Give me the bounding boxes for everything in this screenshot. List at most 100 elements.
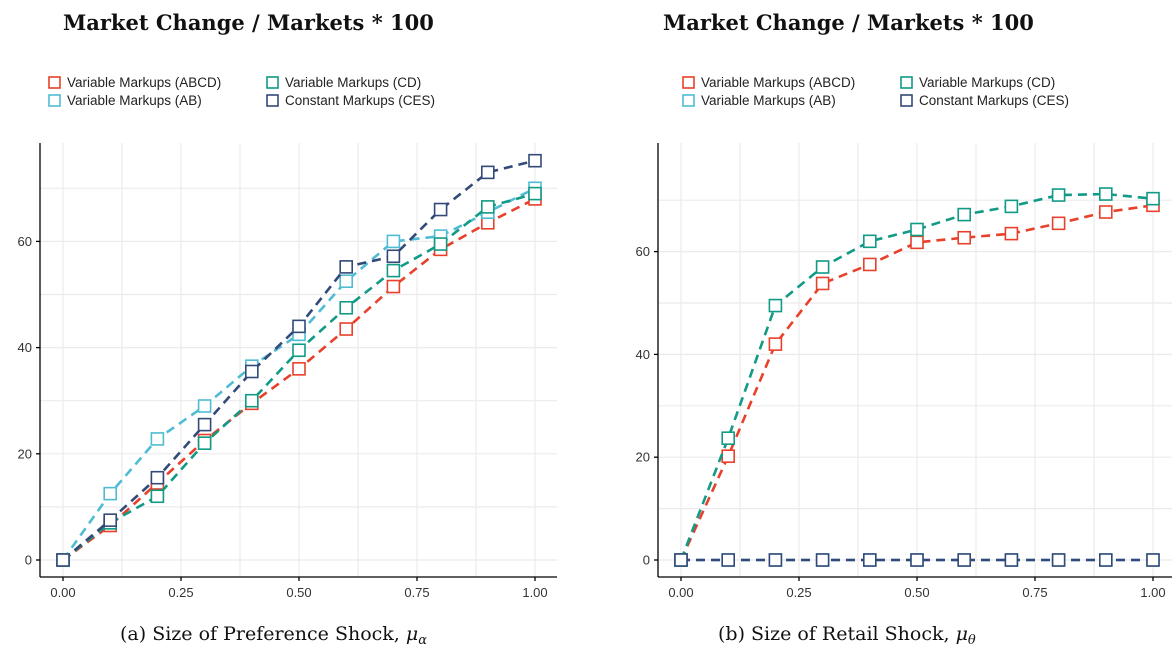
panel-caption: (a) Size of Preference Shock, μα [120, 623, 427, 648]
data-point [339, 322, 354, 336]
data-point [150, 470, 165, 485]
x-tick-label: 0.25 [786, 585, 811, 600]
legend-key [682, 94, 695, 107]
data-point [150, 432, 165, 446]
chart-title: Market Change / Markets * 100 [663, 10, 1034, 35]
legend-label: Variable Markups (CD) [919, 75, 1055, 90]
data-point [910, 235, 924, 250]
data-point [386, 279, 401, 294]
chart-title: Market Change / Markets * 100 [63, 10, 434, 35]
panel-caption: (b) Size of Retail Shock, μθ [718, 623, 976, 648]
data-point [103, 486, 117, 501]
x-tick-label: 0.00 [50, 585, 75, 600]
data-point [197, 399, 212, 413]
data-point [1051, 216, 1066, 231]
data-point [386, 234, 401, 249]
legend-key [48, 94, 61, 107]
data-point [245, 393, 259, 408]
data-point [910, 553, 924, 567]
data-point [1051, 188, 1066, 202]
data-point [768, 553, 783, 567]
legend-key [48, 76, 61, 89]
x-tick-label: 0.75 [1022, 585, 1047, 600]
data-point [528, 186, 542, 201]
x-tick-label: 0.25 [168, 585, 193, 600]
data-point [721, 449, 736, 463]
y-tick-label: 20 [636, 450, 650, 465]
y-tick-label: 40 [636, 347, 650, 362]
data-point [862, 234, 877, 249]
legend-label: Variable Markups (AB) [701, 93, 836, 108]
x-tick-label: 0.75 [404, 585, 429, 600]
data-point [862, 553, 877, 567]
y-tick-label: 20 [18, 446, 32, 461]
data-point [56, 553, 70, 567]
x-tick-label: 0.00 [668, 585, 693, 600]
x-tick-label: 0.50 [904, 585, 929, 600]
data-point [339, 260, 354, 274]
data-point [768, 337, 783, 351]
data-point [292, 319, 306, 334]
y-tick-label: 0 [25, 553, 32, 568]
data-point [292, 343, 306, 358]
data-point [910, 222, 924, 237]
data-point [957, 553, 972, 567]
legend-key [900, 76, 913, 89]
legend-label: Variable Markups (ABCD) [67, 75, 221, 90]
x-tick-label: 1.00 [522, 585, 547, 600]
data-point [339, 300, 354, 315]
data-point [721, 553, 736, 567]
x-tick-label: 1.00 [1140, 585, 1165, 600]
data-point [292, 362, 306, 376]
legend-label: Variable Markups (ABCD) [701, 75, 855, 90]
data-point [1099, 553, 1113, 567]
data-point [768, 298, 783, 313]
data-point [1051, 553, 1066, 567]
y-tick-label: 0 [643, 553, 650, 568]
y-tick-label: 60 [18, 234, 32, 249]
legend-label: Constant Markups (CES) [285, 93, 435, 108]
data-point [386, 249, 401, 264]
data-point [1004, 199, 1019, 214]
data-point [1146, 191, 1160, 206]
series-line [679, 204, 1154, 561]
data-point [1004, 226, 1019, 241]
x-tick-label: 0.50 [286, 585, 311, 600]
data-point [150, 489, 165, 504]
data-point [721, 431, 736, 445]
data-point [815, 276, 830, 291]
y-tick-label: 40 [18, 340, 32, 355]
data-point [433, 202, 448, 217]
data-point [957, 230, 972, 245]
data-point [433, 237, 448, 251]
data-point [815, 553, 830, 567]
legend-key [266, 76, 279, 89]
legend-key [682, 76, 695, 89]
data-point [862, 257, 877, 272]
legend-label: Variable Markups (CD) [285, 75, 421, 90]
data-point [1099, 187, 1113, 201]
y-tick-label: 60 [636, 244, 650, 259]
data-point [674, 553, 688, 567]
panel-a: Market Change / Markets * 100 Variable Ma… [18, 10, 557, 648]
legend-key [266, 94, 279, 107]
series-line [61, 187, 536, 561]
data-point [1004, 553, 1019, 567]
data-point [528, 153, 542, 168]
data-point [197, 436, 212, 450]
data-point [103, 513, 117, 527]
data-point [386, 263, 401, 278]
data-point [197, 417, 212, 432]
data-point [957, 207, 972, 222]
data-point [1146, 553, 1160, 567]
data-point [339, 274, 354, 289]
data-point [480, 200, 495, 214]
data-point [1099, 205, 1113, 219]
data-point [245, 364, 259, 379]
panel-b: Market Change / Markets * 100 Variable Ma… [636, 10, 1172, 648]
data-point [815, 260, 830, 274]
legend-label: Variable Markups (AB) [67, 93, 202, 108]
legend-label: Constant Markups (CES) [919, 93, 1069, 108]
legend-key [900, 94, 913, 107]
